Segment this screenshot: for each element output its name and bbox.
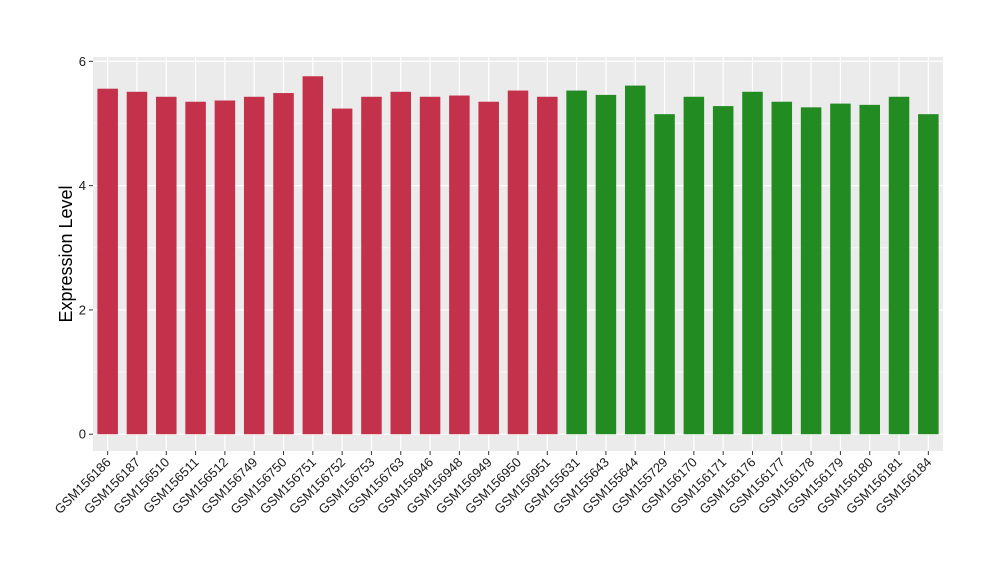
bar — [126, 91, 148, 435]
bar — [918, 114, 939, 435]
bar — [654, 114, 675, 435]
y-axis: 0 2 4 6 — [79, 54, 93, 442]
bar — [214, 100, 236, 435]
bar — [800, 107, 822, 435]
bar — [185, 101, 206, 435]
bar — [449, 95, 470, 435]
bar — [566, 90, 587, 435]
bar — [537, 96, 558, 435]
bar — [712, 106, 734, 435]
bar — [624, 85, 646, 435]
bar — [888, 96, 910, 435]
bar — [859, 104, 880, 435]
bars — [97, 76, 939, 435]
bar — [390, 91, 412, 435]
bar — [507, 90, 529, 435]
y-tick-label: 2 — [79, 302, 86, 317]
bar — [97, 88, 118, 435]
y-tick-label: 6 — [79, 54, 86, 69]
bar — [595, 94, 617, 435]
bar — [331, 108, 353, 435]
bar — [273, 93, 294, 435]
bar — [302, 76, 324, 435]
bar — [156, 96, 177, 435]
x-axis: GSM156186GSM156187GSM156510GSM156511GSM1… — [52, 451, 934, 517]
bar — [771, 101, 793, 435]
y-tick-label: 0 — [79, 427, 86, 442]
bar — [478, 101, 499, 435]
bar — [243, 96, 265, 435]
y-axis-title: Expression Level — [56, 185, 76, 322]
bar — [683, 96, 705, 435]
bar — [361, 96, 382, 435]
y-tick-label: 4 — [79, 178, 86, 193]
bar — [419, 96, 441, 435]
bar — [830, 103, 851, 435]
bar — [742, 91, 763, 435]
